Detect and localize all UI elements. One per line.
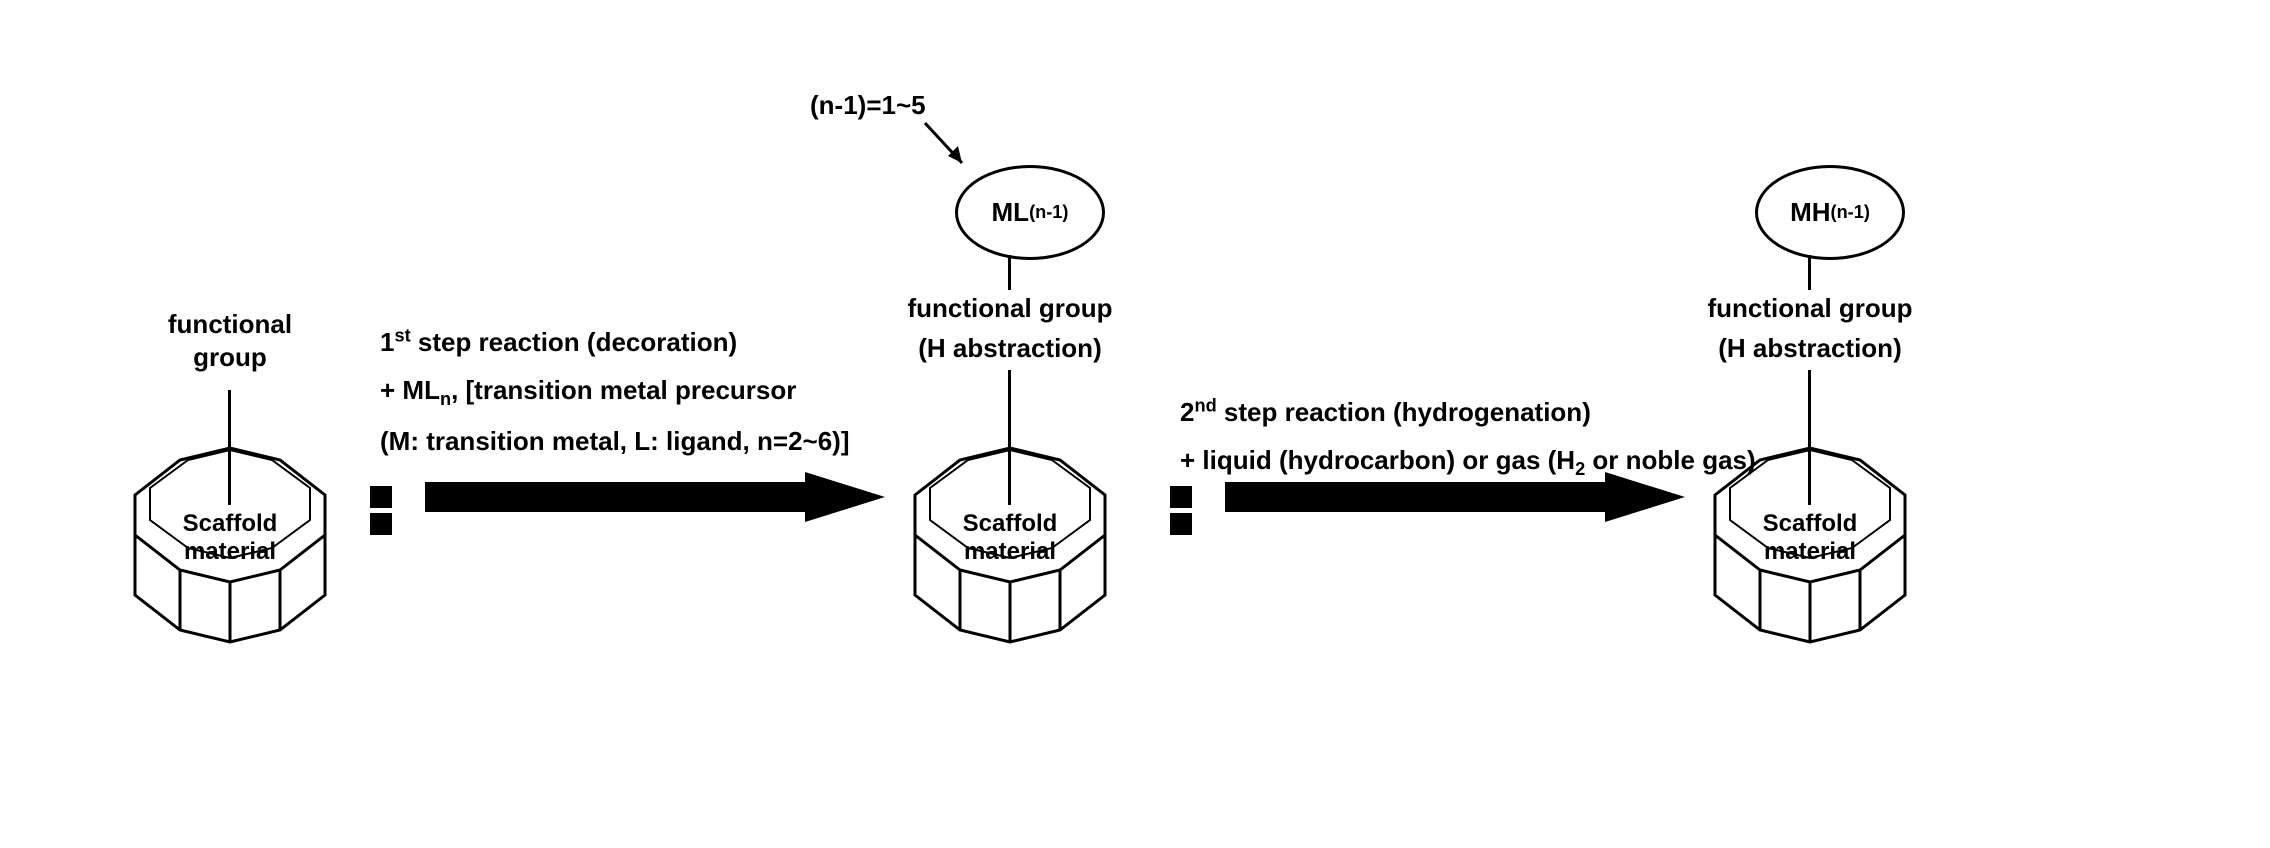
fg-label-1: functionalgroup [150,308,310,373]
fg-label-3: functional group (H abstraction) [1695,288,1925,369]
scaffold-1-label-text: Scaffoldmaterial [183,510,278,565]
scaffold-1-label: Scaffoldmaterial [100,510,360,565]
fg-label-2: functional group (H abstraction) [895,288,1125,369]
arrow-2-text: 2nd step reaction (hydrogenation) + liqu… [1180,388,1756,487]
scaffold-2-label: Scaffoldmaterial [880,510,1140,565]
arrow-2-line2: + liquid (hydrocarbon) or gas (H2 or nob… [1180,436,1756,487]
arrow-1-text: 1st step reaction (decoration) + MLn, [t… [380,318,850,465]
arrow-1-squares [370,486,400,540]
fg-line-2 [1008,370,1011,505]
ellipse-line-2 [1008,255,1011,290]
fg-line-1 [228,390,231,505]
annot-arrow [920,118,980,178]
ellipse-mh: MH(n-1) [1755,165,1905,260]
arrow-1-line1: 1st step reaction (decoration) [380,318,850,366]
annot-n1: (n-1)=1~5 [810,90,926,121]
arrow-1-line2: + MLn, [transition metal precursor [380,366,850,417]
arrow-2-line1: 2nd step reaction (hydrogenation) [1180,388,1756,436]
fg-line-3 [1808,370,1811,505]
ellipse-line-3 [1808,255,1811,290]
ellipse-ml: ML(n-1) [955,165,1105,260]
arrow-1-line3: (M: transition metal, L: ligand, n=2~6)] [380,417,850,465]
arrow-2-squares [1170,486,1200,540]
arrow-1-svg [425,472,895,522]
scaffold-3-label: Scaffoldmaterial [1680,510,1940,565]
